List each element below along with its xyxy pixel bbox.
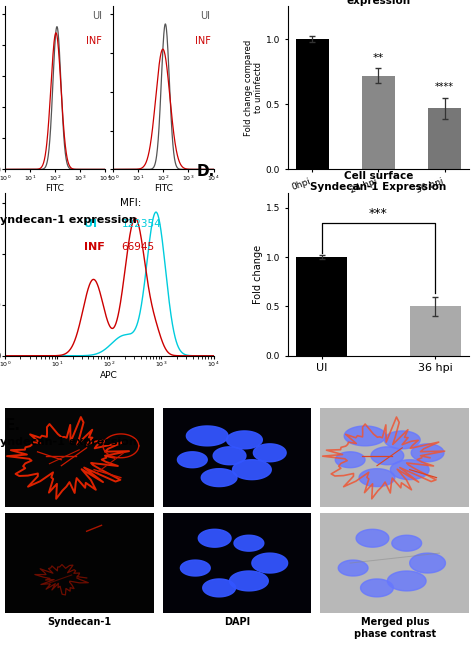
Polygon shape [344,426,386,446]
Text: INF: INF [84,242,105,252]
Text: E.: E. [5,418,21,433]
Polygon shape [254,444,286,462]
X-axis label: FITC: FITC [154,184,173,193]
Polygon shape [213,447,246,465]
Text: Syndecan-1 expression: Syndecan-1 expression [0,437,137,447]
Bar [410,307,461,356]
Title: Cell surface
Syndecan-1 Expression: Cell surface Syndecan-1 Expression [310,170,447,192]
Text: MFI:: MFI: [119,198,141,208]
Polygon shape [181,560,210,576]
Text: ***: *** [369,207,388,220]
Text: UI: UI [201,12,210,21]
X-axis label: APC: APC [100,371,118,380]
Polygon shape [233,459,271,480]
Text: D.: D. [197,163,215,179]
Polygon shape [338,560,368,576]
Y-axis label: Fold change: Fold change [253,245,263,304]
Polygon shape [186,426,228,446]
Y-axis label: Fold change compared
to uninfectd: Fold change compared to uninfectd [244,40,263,136]
Text: **: ** [373,52,384,62]
Polygon shape [371,447,404,465]
X-axis label: FITC: FITC [46,184,64,193]
Title: Cell surface syndecan-1
expression: Cell surface syndecan-1 expression [309,0,448,6]
Polygon shape [177,452,207,468]
Polygon shape [201,469,237,487]
Text: 122354: 122354 [122,219,162,229]
Polygon shape [252,553,288,573]
Polygon shape [359,469,395,487]
Text: UI: UI [92,12,102,21]
X-axis label: Syndecan-1: Syndecan-1 [47,617,111,627]
Polygon shape [335,452,365,468]
Text: 66945: 66945 [122,242,155,252]
Text: INF: INF [195,36,210,46]
Bar [296,257,347,356]
Polygon shape [384,431,420,449]
Polygon shape [229,571,268,591]
Polygon shape [203,579,236,597]
Text: ****: **** [435,82,454,93]
Polygon shape [227,431,262,449]
X-axis label: Merged plus
phase contrast: Merged plus phase contrast [354,617,436,638]
Polygon shape [198,529,231,547]
Bar [428,108,461,169]
Text: UI: UI [84,219,97,229]
Polygon shape [391,459,429,480]
Polygon shape [356,529,389,547]
X-axis label: DAPI: DAPI [224,617,250,627]
Bar [362,76,395,169]
Polygon shape [392,535,421,551]
Polygon shape [387,571,426,591]
Polygon shape [234,535,264,551]
Text: Syndecan-1 expression: Syndecan-1 expression [0,215,137,225]
Polygon shape [411,444,444,462]
Bar [296,39,329,169]
Polygon shape [361,579,393,597]
Text: INF: INF [86,36,102,46]
Polygon shape [410,553,446,573]
